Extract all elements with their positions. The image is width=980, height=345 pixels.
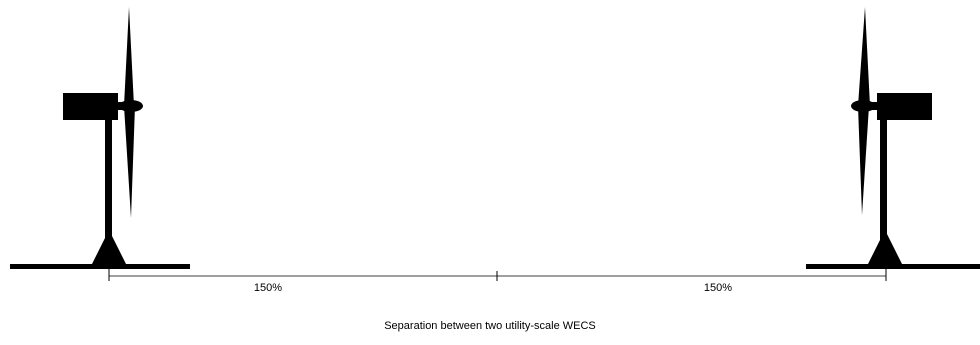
right-tower-base — [867, 230, 903, 266]
right-blade-lower — [858, 106, 869, 215]
dimension-line-group — [108, 269, 887, 281]
left-tower-base — [91, 230, 127, 266]
right-wind-turbine-icon — [806, 7, 980, 269]
left-wind-turbine-icon — [10, 7, 190, 269]
left-nacelle — [63, 93, 118, 120]
right-ground-line — [806, 264, 980, 269]
left-distance-label: 150% — [254, 282, 282, 294]
left-ground-line — [10, 264, 190, 269]
left-tower — [105, 110, 112, 240]
left-blade-upper — [124, 7, 134, 106]
right-distance-label: 150% — [704, 282, 732, 294]
diagram-caption: Separation between two utility-scale WEC… — [384, 320, 596, 332]
right-nacelle — [877, 93, 932, 120]
right-blade-upper — [858, 7, 870, 106]
left-blade-lower — [124, 106, 135, 218]
right-tower — [880, 110, 887, 240]
